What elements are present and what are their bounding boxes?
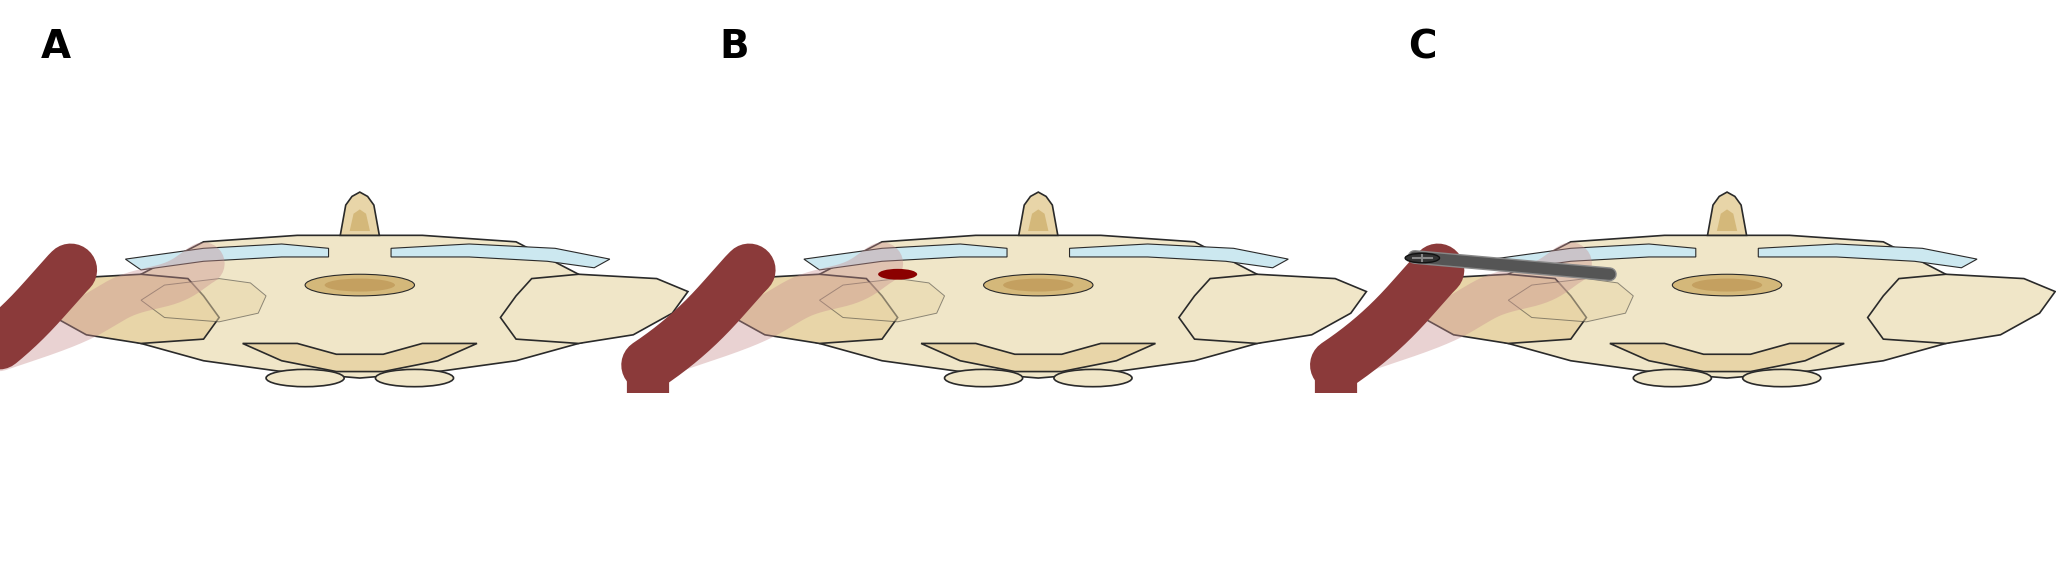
Ellipse shape: [983, 274, 1094, 296]
Text: C: C: [1408, 28, 1437, 67]
Polygon shape: [1398, 274, 1587, 344]
Polygon shape: [109, 236, 611, 378]
Polygon shape: [1493, 244, 1696, 270]
Polygon shape: [243, 344, 477, 372]
Polygon shape: [1028, 209, 1049, 231]
Text: A: A: [41, 28, 72, 67]
Polygon shape: [125, 244, 329, 270]
Ellipse shape: [944, 369, 1022, 387]
Ellipse shape: [1743, 369, 1822, 387]
Ellipse shape: [1003, 279, 1073, 291]
Polygon shape: [31, 274, 220, 344]
Circle shape: [1404, 253, 1439, 263]
Ellipse shape: [376, 369, 454, 387]
Polygon shape: [391, 244, 611, 268]
Ellipse shape: [304, 274, 415, 296]
Polygon shape: [1020, 192, 1057, 236]
Polygon shape: [142, 279, 265, 322]
Polygon shape: [820, 279, 944, 322]
Ellipse shape: [265, 369, 343, 387]
Polygon shape: [1476, 236, 1978, 378]
Polygon shape: [1867, 274, 2056, 344]
Ellipse shape: [1672, 274, 1783, 296]
Polygon shape: [1610, 344, 1844, 372]
Text: B: B: [720, 28, 748, 67]
Ellipse shape: [1055, 369, 1133, 387]
Ellipse shape: [1632, 369, 1711, 387]
Circle shape: [878, 269, 917, 280]
Polygon shape: [1069, 244, 1289, 268]
Polygon shape: [500, 274, 689, 344]
Polygon shape: [787, 236, 1289, 378]
Polygon shape: [1178, 274, 1367, 344]
Ellipse shape: [1692, 279, 1762, 291]
Ellipse shape: [325, 279, 395, 291]
Polygon shape: [339, 192, 378, 236]
Polygon shape: [709, 274, 898, 344]
Polygon shape: [1706, 192, 1746, 236]
Polygon shape: [350, 209, 370, 231]
Polygon shape: [1758, 244, 1978, 268]
Polygon shape: [804, 244, 1007, 270]
Polygon shape: [1717, 209, 1737, 231]
Polygon shape: [921, 344, 1155, 372]
Polygon shape: [1509, 279, 1632, 322]
